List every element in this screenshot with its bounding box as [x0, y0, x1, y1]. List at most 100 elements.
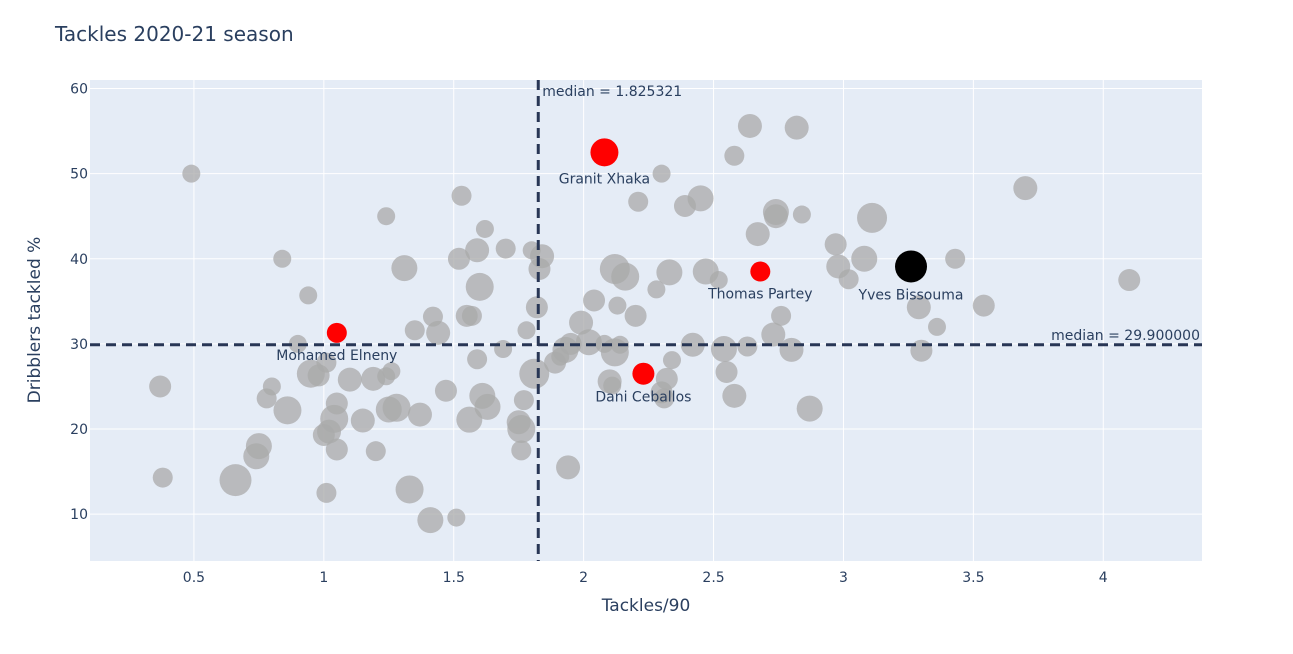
player-point	[710, 336, 737, 363]
player-point	[407, 402, 432, 427]
player-point	[447, 508, 466, 527]
y-tick-label: 20	[70, 422, 88, 438]
player-point	[722, 383, 747, 408]
player-point	[447, 247, 470, 270]
player-point	[456, 406, 483, 433]
player-point	[350, 408, 375, 433]
x-tick-labels: 0.5 1 1.5 2 2.5 3 3.5 4	[183, 570, 1108, 586]
player-point	[530, 244, 555, 269]
player-point	[465, 238, 490, 263]
player-point	[857, 202, 888, 233]
highlighted-player-point	[632, 362, 655, 385]
player-name-label: Yves Bissouma	[858, 287, 964, 303]
player-point	[608, 296, 627, 315]
player-point	[792, 205, 811, 224]
player-point	[680, 332, 705, 357]
player-point	[391, 255, 418, 282]
y-tick-label: 10	[70, 507, 88, 523]
y-tick-label: 60	[70, 82, 88, 98]
player-point	[404, 320, 425, 341]
player-point	[737, 113, 762, 138]
player-point	[325, 438, 348, 461]
player-point	[517, 321, 536, 340]
y-tick-label: 40	[70, 252, 88, 268]
player-point	[556, 455, 581, 480]
plot-area	[90, 80, 1202, 561]
median-y-annotation: median = 29.900000	[1051, 328, 1200, 344]
player-point	[628, 191, 649, 212]
player-point	[569, 310, 594, 335]
player-point	[273, 249, 292, 268]
player-point	[513, 390, 534, 411]
player-name-labels: Granit Xhaka Thomas Partey Mohamed Elneny D…	[276, 171, 963, 405]
y-tick-label: 50	[70, 167, 88, 183]
player-point	[382, 393, 411, 422]
x-axis-title: Tackles/90	[601, 596, 691, 616]
player-point	[149, 375, 172, 398]
player-point	[583, 289, 606, 312]
player-point	[182, 164, 201, 183]
player-point	[1013, 176, 1038, 201]
player-point	[624, 304, 647, 327]
y-tick-label: 30	[70, 337, 88, 353]
y-axis-title: Dribblers tackled %	[25, 237, 45, 404]
player-point	[824, 233, 847, 256]
player-point	[299, 286, 318, 305]
player-point	[647, 280, 666, 299]
player-point	[737, 336, 758, 357]
player-point	[316, 352, 337, 373]
player-point	[262, 377, 281, 396]
x-tick-label: 4	[1099, 570, 1108, 586]
player-point	[475, 219, 494, 238]
x-tick-label: 2.5	[702, 570, 724, 586]
player-point	[784, 115, 809, 140]
player-point	[152, 467, 173, 488]
highlighted-player-point	[895, 250, 928, 283]
median-lines	[90, 80, 1202, 561]
highlighted-player-point	[590, 138, 619, 167]
player-point	[273, 396, 302, 425]
player-name-label: Granit Xhaka	[559, 171, 650, 187]
player-point	[851, 245, 878, 272]
player-point	[945, 248, 966, 269]
player-point	[451, 185, 472, 206]
player-point	[495, 238, 516, 259]
player-point	[771, 305, 792, 326]
player-point	[761, 322, 786, 347]
x-tick-label: 3.5	[962, 570, 984, 586]
player-point	[906, 295, 931, 320]
x-tick-label: 3	[839, 570, 848, 586]
highlighted-player-points	[326, 138, 928, 385]
player-point	[507, 415, 536, 444]
player-point	[494, 340, 513, 359]
x-tick-label: 1.5	[443, 570, 465, 586]
player-point	[417, 507, 444, 534]
player-point	[325, 392, 348, 415]
player-point	[316, 482, 337, 503]
player-point	[337, 367, 362, 392]
player-point	[611, 262, 640, 291]
player-point	[745, 222, 770, 247]
player-point	[519, 358, 550, 389]
player-point	[762, 198, 789, 225]
player-point	[245, 433, 272, 460]
player-point	[656, 259, 683, 286]
player-point	[652, 164, 671, 183]
player-point	[709, 271, 728, 290]
player-point	[796, 395, 823, 422]
chart-title: Tackles 2020-21 season	[54, 22, 294, 46]
player-point	[377, 207, 396, 226]
player-point	[603, 376, 622, 395]
player-point	[662, 351, 681, 370]
player-point	[910, 339, 933, 362]
player-point	[927, 317, 946, 336]
player-point	[467, 349, 488, 370]
player-point	[434, 379, 457, 402]
player-name-label: Dani Ceballos	[595, 390, 691, 406]
x-tick-label: 1	[319, 570, 328, 586]
player-name-label: Mohamed Elneny	[276, 348, 397, 364]
player-point	[288, 334, 307, 353]
player-name-label: Thomas Partey	[707, 287, 813, 303]
player-point	[575, 329, 602, 356]
player-point	[779, 337, 804, 362]
